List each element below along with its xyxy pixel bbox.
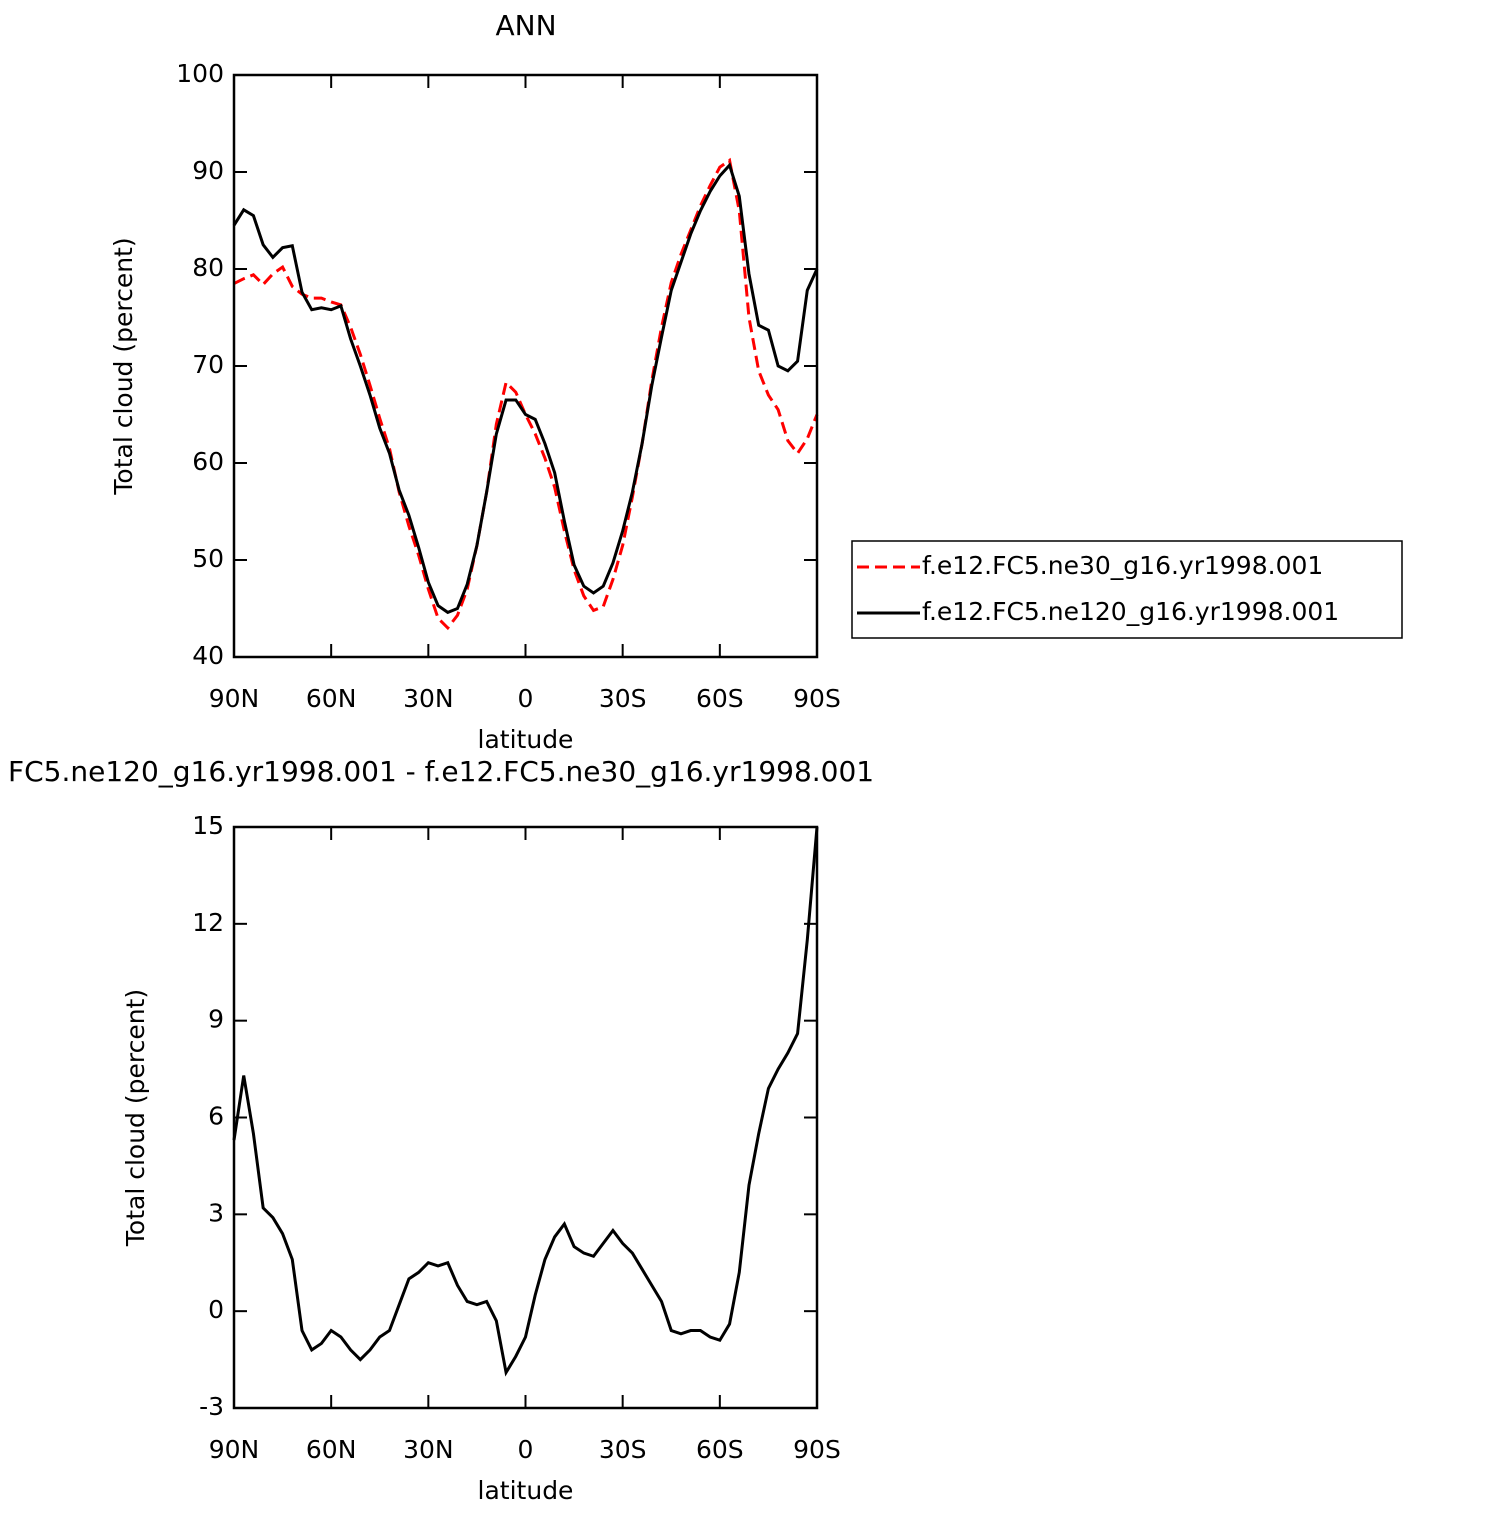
data-line: [232, 826, 819, 1377]
x-tick-label: 60S: [696, 684, 744, 713]
x-tick-label: 30N: [403, 1435, 454, 1464]
y-tick-label: -3: [199, 1392, 224, 1421]
legend-label: f.e12.FC5.ne120_g16.yr1998.001: [922, 597, 1339, 626]
x-tick-label: 30S: [599, 1435, 647, 1464]
data-line: [232, 162, 819, 615]
x-axis-label: latitude: [478, 725, 574, 754]
chart-title: FC5.ne120_g16.yr1998.001 - f.e12.FC5.ne3…: [8, 755, 874, 788]
y-tick-label: 0: [208, 1295, 224, 1324]
chart-title: ANN: [495, 9, 556, 42]
x-axis-label: latitude: [478, 1476, 574, 1505]
y-tick-label: 3: [208, 1198, 224, 1227]
x-tick-label: 0: [518, 1435, 534, 1464]
x-tick-label: 60N: [306, 1435, 357, 1464]
y-tick-label: 12: [192, 908, 224, 937]
x-tick-label: 90S: [793, 1435, 841, 1464]
legend-box: [851, 540, 1403, 639]
x-tick-label: 30S: [599, 684, 647, 713]
x-tick-label: 90N: [209, 1435, 260, 1464]
y-tick-label: 9: [208, 1005, 224, 1034]
plot-frame: [232, 73, 819, 659]
y-axis-label: Total cloud (percent): [109, 237, 138, 495]
y-tick-label: 90: [192, 156, 224, 185]
x-tick-label: 30N: [403, 684, 454, 713]
x-tick-label: 60N: [306, 684, 357, 713]
y-tick-label: 15: [192, 811, 224, 840]
y-tick-label: 40: [192, 641, 224, 670]
x-tick-label: 0: [518, 684, 534, 713]
x-tick-label: 90S: [793, 684, 841, 713]
x-tick-label: 90N: [209, 684, 260, 713]
y-tick-label: 100: [176, 59, 224, 88]
plot-frame: [232, 825, 819, 1410]
y-tick-label: 70: [192, 350, 224, 379]
x-tick-label: 60S: [696, 1435, 744, 1464]
y-tick-label: 50: [192, 544, 224, 573]
legend-label: f.e12.FC5.ne30_g16.yr1998.001: [922, 551, 1323, 580]
data-line: [233, 157, 819, 631]
y-tick-label: 80: [192, 253, 224, 282]
y-tick-label: 60: [192, 447, 224, 476]
y-axis-label: Total cloud (percent): [121, 989, 150, 1247]
y-tick-label: 6: [208, 1102, 224, 1131]
